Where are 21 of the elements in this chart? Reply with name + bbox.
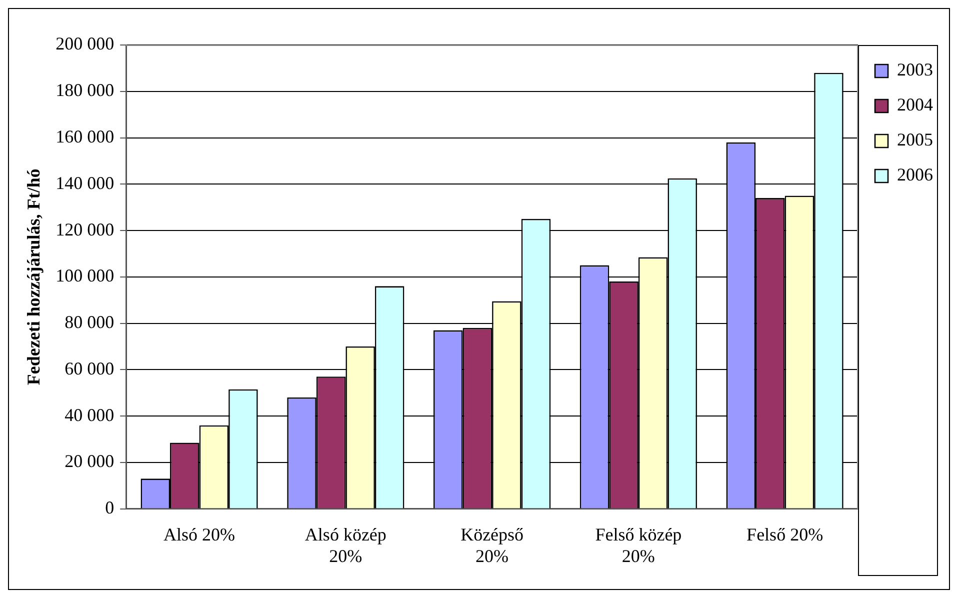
y-tick-label: 0 [105, 498, 114, 518]
legend-label: 2005 [897, 130, 933, 150]
y-tick-label: 180 000 [56, 80, 114, 100]
legend-label: 2006 [897, 164, 933, 185]
y-tick-label: 60 000 [64, 358, 114, 378]
y-tick-label: 120 000 [56, 219, 114, 240]
y-axis-title: Fedezeti hozzájárulás, Ft/hó [23, 168, 44, 386]
x-tick-label: Felső közép 20% [595, 524, 682, 566]
x-tick-label: Felső 20% [746, 524, 824, 544]
y-tick-label: 160 000 [56, 126, 114, 146]
x-tick-label: Alsó 20% [164, 524, 236, 544]
y-tick-label: 100 000 [56, 266, 114, 286]
y-tick-label: 40 000 [64, 404, 114, 425]
x-tick-label: Alsó közép 20% [304, 524, 386, 566]
y-tick-label: 80 000 [64, 312, 114, 332]
y-tick-label: 140 000 [56, 172, 114, 193]
y-tick-label: 20 000 [64, 451, 114, 472]
legend-label: 2003 [897, 60, 933, 80]
x-tick-label: Középső 20% [460, 524, 524, 566]
legend-label: 2004 [897, 94, 933, 115]
y-tick-label: 200 000 [56, 34, 114, 54]
